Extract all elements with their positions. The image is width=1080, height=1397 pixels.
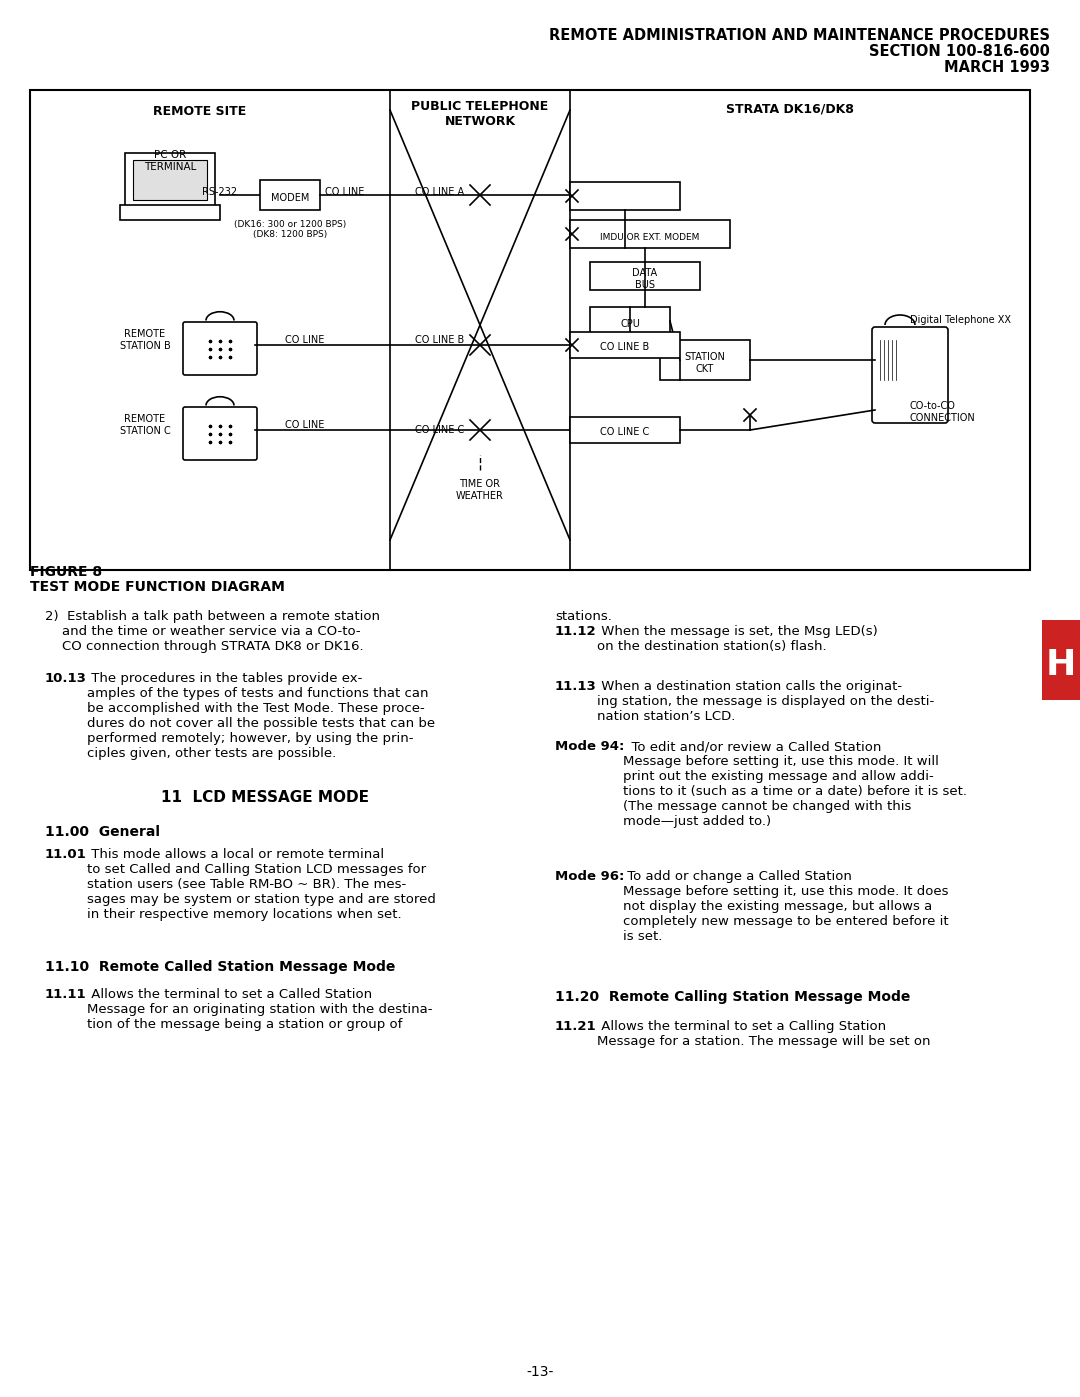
- Bar: [660, 339, 750, 380]
- Text: CO LINE C: CO LINE C: [416, 425, 464, 434]
- Text: IMDU OR EXT. MODEM: IMDU OR EXT. MODEM: [600, 232, 700, 242]
- Text: CO LINE: CO LINE: [285, 420, 325, 430]
- Text: CO LINE: CO LINE: [325, 187, 365, 197]
- Text: When a destination station calls the originat-
ing station, the message is displ: When a destination station calls the ori…: [597, 680, 934, 724]
- Text: STATION
CKT: STATION CKT: [685, 352, 726, 374]
- FancyBboxPatch shape: [183, 407, 257, 460]
- Text: Allows the terminal to set a Called Station
Message for an originating station w: Allows the terminal to set a Called Stat…: [87, 988, 432, 1031]
- Text: 11.13: 11.13: [555, 680, 597, 693]
- Text: 11.10  Remote Called Station Message Mode: 11.10 Remote Called Station Message Mode: [45, 960, 395, 974]
- Text: 10.13: 10.13: [45, 672, 86, 685]
- Text: DATA
BUS: DATA BUS: [633, 268, 658, 289]
- Text: REMOTE SITE: REMOTE SITE: [153, 105, 246, 117]
- Text: REMOTE
STATION C: REMOTE STATION C: [120, 414, 171, 436]
- Text: 11  LCD MESSAGE MODE: 11 LCD MESSAGE MODE: [161, 789, 369, 805]
- Text: MODEM: MODEM: [271, 193, 309, 203]
- Text: SECTION 100-816-600: SECTION 100-816-600: [869, 43, 1050, 59]
- Text: The procedures in the tables provide ex-
amples of the types of tests and functi: The procedures in the tables provide ex-…: [87, 672, 435, 760]
- Text: PUBLIC TELEPHONE
NETWORK: PUBLIC TELEPHONE NETWORK: [411, 101, 549, 129]
- Text: MARCH 1993: MARCH 1993: [944, 60, 1050, 75]
- Text: CO LINE C: CO LINE C: [600, 427, 650, 437]
- Text: 11.00  General: 11.00 General: [45, 826, 160, 840]
- FancyBboxPatch shape: [125, 154, 215, 208]
- Bar: [30, 89, 1030, 570]
- Text: RS-232: RS-232: [202, 187, 238, 197]
- Text: 2)  Establish a talk path between a remote station
    and the time or weather s: 2) Establish a talk path between a remot…: [45, 610, 380, 652]
- Text: When the message is set, the Msg LED(s)
on the destination station(s) flash.: When the message is set, the Msg LED(s) …: [597, 624, 878, 652]
- Bar: [570, 416, 680, 443]
- Bar: [570, 219, 730, 249]
- Text: Digital Telephone XX: Digital Telephone XX: [910, 314, 1011, 326]
- Text: REMOTE ADMINISTRATION AND MAINTENANCE PROCEDURES: REMOTE ADMINISTRATION AND MAINTENANCE PR…: [549, 28, 1050, 43]
- Text: Mode 96:: Mode 96:: [555, 870, 624, 883]
- Bar: [570, 332, 680, 358]
- Text: CO LINE B: CO LINE B: [600, 342, 650, 352]
- Bar: [590, 263, 700, 291]
- Bar: [590, 307, 670, 335]
- Text: To add or change a Called Station
Message before setting it, use this mode. It d: To add or change a Called Station Messag…: [623, 870, 948, 943]
- Text: CO LINE: CO LINE: [285, 335, 325, 345]
- Bar: [570, 182, 680, 210]
- FancyBboxPatch shape: [872, 327, 948, 423]
- Text: Mode 94:: Mode 94:: [555, 740, 624, 753]
- Text: -13-: -13-: [526, 1365, 554, 1379]
- Text: This mode allows a local or remote terminal
to set Called and Calling Station LC: This mode allows a local or remote termi…: [87, 848, 436, 921]
- Text: Allows the terminal to set a Calling Station
Message for a station. The message : Allows the terminal to set a Calling Sta…: [597, 1020, 931, 1048]
- Text: FIGURE 8: FIGURE 8: [30, 564, 103, 578]
- FancyBboxPatch shape: [133, 161, 207, 200]
- FancyBboxPatch shape: [1042, 620, 1080, 700]
- Text: CO LINE A: CO LINE A: [600, 187, 649, 197]
- Bar: [260, 180, 320, 210]
- Text: TEST MODE FUNCTION DIAGRAM: TEST MODE FUNCTION DIAGRAM: [30, 580, 285, 594]
- Text: CO LINE B: CO LINE B: [416, 335, 464, 345]
- Text: H: H: [1045, 648, 1076, 682]
- Text: PC OR
TERMINAL: PC OR TERMINAL: [144, 149, 197, 172]
- FancyBboxPatch shape: [183, 321, 257, 374]
- Text: TIME OR
WEATHER: TIME OR WEATHER: [456, 479, 504, 500]
- Text: 11.20  Remote Calling Station Message Mode: 11.20 Remote Calling Station Message Mod…: [555, 990, 910, 1004]
- Text: STRATA DK16/DK8: STRATA DK16/DK8: [726, 103, 854, 116]
- Text: (DK16: 300 or 1200 BPS)
(DK8: 1200 BPS): (DK16: 300 or 1200 BPS) (DK8: 1200 BPS): [234, 219, 346, 239]
- Text: stations.: stations.: [555, 610, 612, 623]
- Text: CO-to-CO
CONNECTION: CO-to-CO CONNECTION: [910, 401, 975, 423]
- Text: CO LINE A: CO LINE A: [416, 187, 464, 197]
- FancyBboxPatch shape: [120, 205, 220, 219]
- Text: CPU: CPU: [620, 319, 640, 330]
- Text: 11.12: 11.12: [555, 624, 596, 638]
- Text: 11.01: 11.01: [45, 848, 86, 861]
- Text: To edit and/or review a Called Station
Message before setting it, use this mode.: To edit and/or review a Called Station M…: [623, 740, 967, 828]
- Text: 11.11: 11.11: [45, 988, 86, 1002]
- Text: 11.21: 11.21: [555, 1020, 596, 1032]
- Text: REMOTE
STATION B: REMOTE STATION B: [120, 330, 171, 351]
